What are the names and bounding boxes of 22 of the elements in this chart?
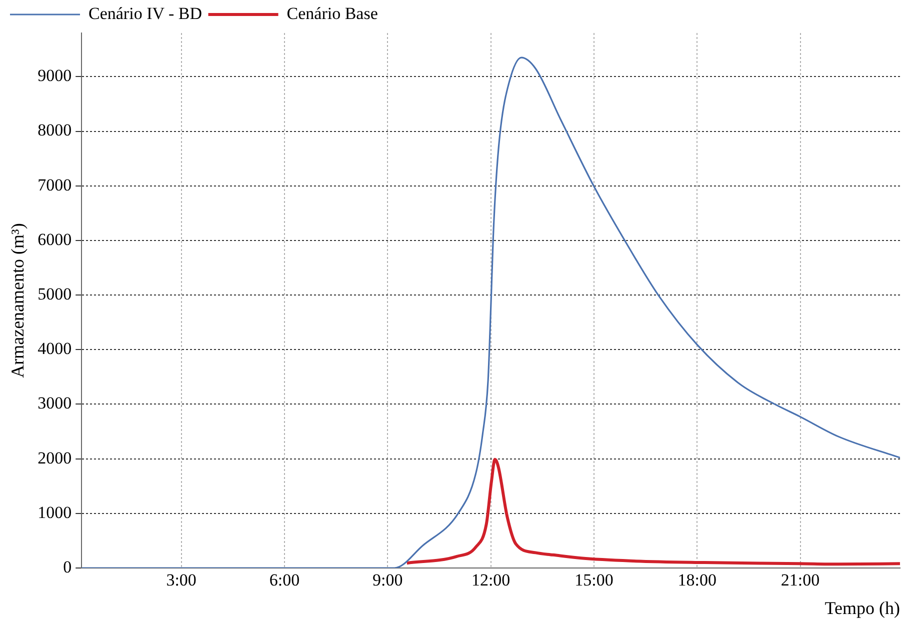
y-tick-label: 7000 (38, 175, 72, 194)
y-tick-label: 1000 (38, 502, 72, 522)
x-tick-label: 21:00 (780, 570, 820, 590)
x-tick-label: 9:00 (372, 570, 403, 590)
legend-label: Cenário IV - BD (88, 4, 202, 23)
x-tick-label: 18:00 (678, 570, 716, 590)
x-tick-label: 3:00 (166, 570, 196, 590)
y-tick-label: 9000 (38, 66, 72, 86)
y-tick-label: 2000 (38, 448, 72, 468)
legend-label: Cenário Base (286, 4, 378, 23)
line-series (405, 458, 900, 566)
y-tick-label: 5000 (38, 284, 72, 304)
y-tick-label: 8000 (38, 120, 72, 140)
x-tick-label: 6:00 (269, 570, 300, 590)
x-tick-label: 15:00 (574, 570, 614, 590)
y-tick-label: 4000 (38, 339, 72, 358)
y-axis-title: Armazenamento (m³) (8, 223, 28, 378)
y-tick-label: 6000 (38, 230, 72, 249)
x-tick-label: 12:00 (471, 570, 510, 590)
x-axis-title: Tempo (h) (824, 598, 900, 618)
y-tick-label: 0 (63, 557, 72, 576)
y-tick-label: 3000 (38, 394, 72, 413)
